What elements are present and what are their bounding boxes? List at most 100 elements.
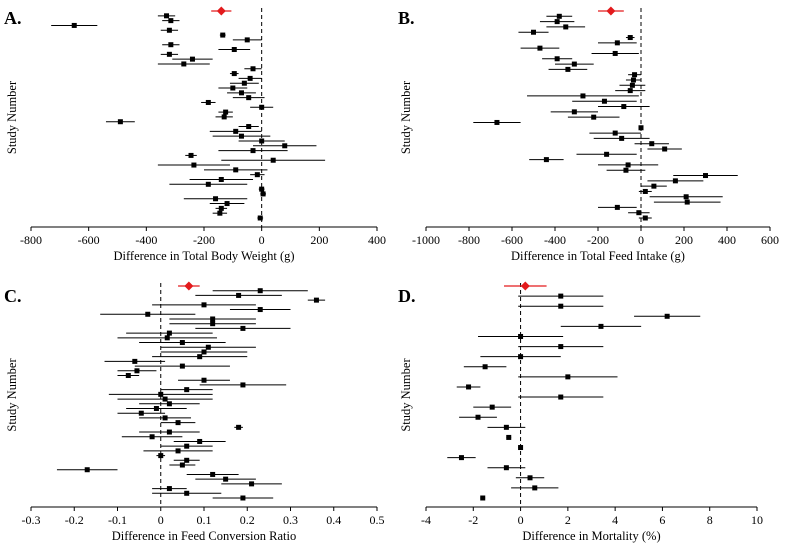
- study-point: [164, 13, 170, 19]
- study-point: [166, 27, 172, 33]
- study-point: [166, 486, 172, 492]
- study-point: [238, 90, 244, 96]
- study-point: [558, 303, 564, 309]
- x-tick-label: -0.1: [108, 513, 127, 527]
- study-point: [138, 410, 144, 416]
- study-point: [221, 114, 227, 120]
- study-point: [197, 354, 203, 360]
- study-point: [565, 374, 571, 380]
- study-point: [532, 485, 538, 491]
- x-tick-label: 400: [718, 233, 736, 247]
- study-point: [642, 215, 648, 221]
- study-point: [149, 434, 155, 440]
- study-point: [241, 80, 247, 86]
- study-point: [145, 311, 151, 317]
- study-point: [543, 157, 549, 163]
- study-point: [518, 333, 524, 339]
- study-point: [494, 119, 500, 125]
- study-point: [188, 152, 194, 158]
- study-point: [627, 88, 633, 94]
- study-point: [684, 199, 690, 205]
- study-point: [125, 373, 131, 379]
- study-point: [250, 66, 256, 72]
- study-point: [563, 24, 569, 30]
- study-point: [558, 344, 564, 350]
- study-point: [629, 82, 635, 88]
- y-axis-label: Study Number: [399, 80, 413, 154]
- study-point: [664, 313, 670, 319]
- study-point: [612, 130, 618, 136]
- study-point: [166, 51, 172, 57]
- study-point: [166, 401, 172, 407]
- x-tick-label: -0.2: [65, 513, 84, 527]
- study-point: [254, 172, 260, 178]
- study-point: [625, 162, 631, 168]
- x-tick-label: 0: [518, 513, 524, 527]
- x-tick-label: 0.3: [283, 513, 298, 527]
- x-tick-label: 0: [259, 233, 265, 247]
- pooled-estimate-diamond: [216, 6, 226, 16]
- study-point: [184, 443, 190, 449]
- study-point: [475, 414, 481, 420]
- study-point: [223, 109, 229, 115]
- x-tick-label: 0.5: [370, 513, 385, 527]
- study-point: [571, 109, 577, 115]
- study-point: [244, 37, 250, 43]
- study-point: [184, 490, 190, 496]
- study-point: [224, 201, 230, 207]
- study-point: [249, 481, 255, 487]
- y-axis-label: Study Number: [5, 358, 19, 432]
- study-point: [580, 93, 586, 99]
- study-point: [240, 325, 246, 331]
- study-point: [184, 387, 190, 393]
- x-tick-label: 0.4: [326, 513, 341, 527]
- study-point: [238, 133, 244, 139]
- study-point: [168, 42, 174, 48]
- x-tick-label: -2: [468, 513, 478, 527]
- x-tick-label: -600: [78, 233, 100, 247]
- study-point: [231, 71, 237, 77]
- study-point: [480, 495, 486, 501]
- x-tick-label: 0: [638, 233, 644, 247]
- study-point: [218, 176, 224, 182]
- study-point: [619, 135, 625, 141]
- study-point: [179, 340, 185, 346]
- study-point: [236, 424, 242, 430]
- study-point: [257, 215, 263, 221]
- study-point: [175, 448, 181, 454]
- pooled-estimate-diamond: [184, 281, 194, 291]
- study-point: [632, 72, 638, 78]
- study-point: [250, 148, 256, 154]
- study-point: [201, 349, 207, 355]
- study-point: [614, 204, 620, 210]
- study-point: [201, 302, 207, 308]
- study-point: [158, 453, 164, 459]
- study-point: [489, 404, 495, 410]
- study-point: [503, 424, 509, 430]
- study-point: [612, 50, 618, 56]
- study-point: [132, 358, 138, 364]
- panel-d: D. Study Number -4 -2 0 2 4 6 8 10 Difference in M…: [398, 281, 763, 543]
- x-tick-label: -1000: [412, 233, 440, 247]
- study-point: [223, 476, 229, 482]
- study-point: [531, 29, 536, 35]
- study-point: [240, 495, 246, 501]
- panel-b: B. Study Number -1000 -800 -600 -400 -200 0 200 4…: [398, 6, 779, 263]
- study-point: [571, 61, 577, 67]
- panel-letter: D.: [398, 286, 416, 306]
- study-point: [220, 32, 226, 38]
- x-tick-label: 400: [368, 233, 386, 247]
- panel-letter: C.: [4, 286, 22, 306]
- study-point: [642, 188, 648, 194]
- study-point: [162, 415, 168, 421]
- study-point: [313, 297, 319, 303]
- study-point: [179, 462, 185, 468]
- study-point: [191, 162, 197, 168]
- study-point: [259, 138, 265, 144]
- study-point: [627, 35, 633, 41]
- study-point: [213, 196, 219, 202]
- panel-c: C. Study Number -0.3 -0.2 -0.1 0 0.1 0.2 0.3 0.4 0…: [4, 281, 385, 543]
- study-point: [233, 167, 239, 173]
- study-point: [604, 151, 610, 157]
- study-point: [117, 119, 123, 125]
